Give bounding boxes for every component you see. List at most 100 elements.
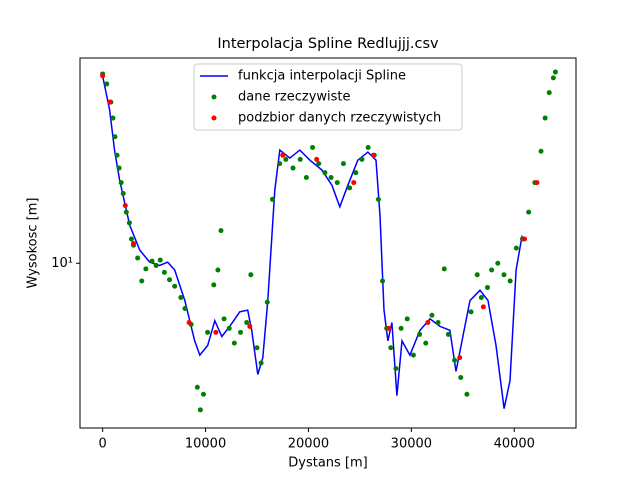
scatter-point	[351, 180, 357, 186]
scatter-point	[116, 165, 122, 171]
scatter-point	[218, 228, 224, 234]
legend-label: funkcja interpolacji Spline	[238, 69, 406, 84]
spline-line	[101, 75, 523, 409]
scatter-point	[172, 283, 178, 289]
scatter-point	[410, 352, 416, 358]
scatter-point	[182, 305, 188, 311]
legend-marker	[211, 115, 217, 121]
scatter-point	[398, 325, 404, 331]
scatter-point	[347, 185, 353, 191]
scatter-point	[114, 152, 120, 158]
scatter-point	[489, 267, 495, 273]
scatter-point	[100, 73, 106, 79]
scatter-point	[365, 144, 371, 150]
scatter-point	[244, 320, 250, 326]
scatter-point	[104, 81, 110, 87]
scatter-point	[205, 329, 211, 335]
scatter-point	[429, 312, 435, 318]
scatter-point	[435, 320, 441, 326]
scatter-point	[445, 331, 451, 337]
scatter-point	[213, 329, 219, 335]
scatter-point	[269, 196, 275, 202]
scatter-point	[247, 323, 253, 329]
scatter-point	[118, 180, 124, 186]
scatter-point	[310, 144, 316, 150]
scatter-point	[231, 340, 237, 346]
scatter-point	[283, 156, 289, 162]
scatter-point	[501, 272, 507, 278]
scatter-point	[112, 134, 118, 140]
scatter-point	[277, 161, 283, 167]
legend-box	[193, 63, 463, 131]
scatter-point	[131, 240, 137, 246]
scatter-point	[328, 175, 334, 181]
scatter-point	[485, 285, 491, 291]
scatter-point	[107, 99, 113, 105]
scatter-point	[468, 309, 474, 315]
scatter-point	[380, 278, 386, 284]
scatter-point	[464, 391, 470, 397]
scatter-point	[404, 316, 410, 322]
x-tick-label: 0	[98, 437, 106, 452]
scatter-point	[538, 148, 544, 154]
scatter-point	[123, 209, 129, 215]
scatter-point	[458, 374, 464, 380]
scatter-point	[474, 272, 480, 278]
scatter-point	[215, 267, 221, 273]
scatter-point	[264, 299, 270, 305]
scatter-point	[425, 320, 431, 326]
scatter-point	[393, 366, 399, 372]
x-tick-label: 20000	[288, 437, 329, 452]
scatter-point	[370, 152, 376, 158]
scatter-point	[157, 257, 163, 263]
scatter-point	[226, 325, 232, 331]
scatter-point	[135, 255, 141, 261]
scatter-point	[126, 220, 132, 226]
scatter-point	[353, 170, 359, 176]
scatter-point	[248, 272, 254, 278]
scatter-point	[359, 156, 365, 162]
scatter-point	[139, 278, 145, 284]
scatter-point	[290, 165, 296, 171]
x-tick-label: 30000	[391, 437, 432, 452]
scatter-point	[314, 156, 320, 162]
scatter-point	[303, 175, 309, 181]
chart-title: Interpolacja Spline Redlujjj.csv	[217, 36, 439, 52]
scatter-point	[322, 170, 328, 176]
legend-label: dane rzeczywiste	[238, 90, 351, 105]
scatter-point	[522, 236, 528, 242]
scatter-point	[211, 282, 217, 288]
scatter-point	[423, 340, 429, 346]
scatter-point	[441, 266, 447, 272]
scatter-point	[161, 269, 167, 275]
y-tick-label: 10¹	[51, 256, 73, 271]
scatter-point	[552, 69, 558, 75]
x-tick-label: 40000	[494, 437, 535, 452]
scatter-point	[197, 407, 203, 413]
x-tick-label: 10000	[185, 437, 226, 452]
scatter-point	[110, 115, 116, 121]
scatter-point	[120, 190, 126, 196]
scatter-point	[386, 325, 392, 331]
x-axis-label: Dystans [m]	[288, 456, 368, 471]
scatter-point	[550, 75, 556, 81]
scatter-point	[167, 277, 173, 283]
scatter-point	[149, 258, 155, 264]
plot-frame	[79, 57, 577, 429]
scatter-point	[340, 161, 346, 167]
scatter-point	[143, 266, 149, 272]
scatter-point	[478, 295, 484, 301]
scatter-point	[546, 90, 552, 96]
scatter-point	[375, 196, 381, 202]
scatter-point	[316, 161, 322, 167]
scatter-point	[258, 360, 264, 366]
scatter-point	[178, 295, 184, 301]
scatter-point	[417, 331, 423, 337]
scatter-point	[128, 236, 134, 242]
scatter-point	[480, 304, 486, 310]
scatter-point	[495, 260, 501, 266]
scatter-point	[122, 203, 128, 209]
scatter-point	[200, 391, 206, 397]
scatter-point	[221, 316, 227, 322]
